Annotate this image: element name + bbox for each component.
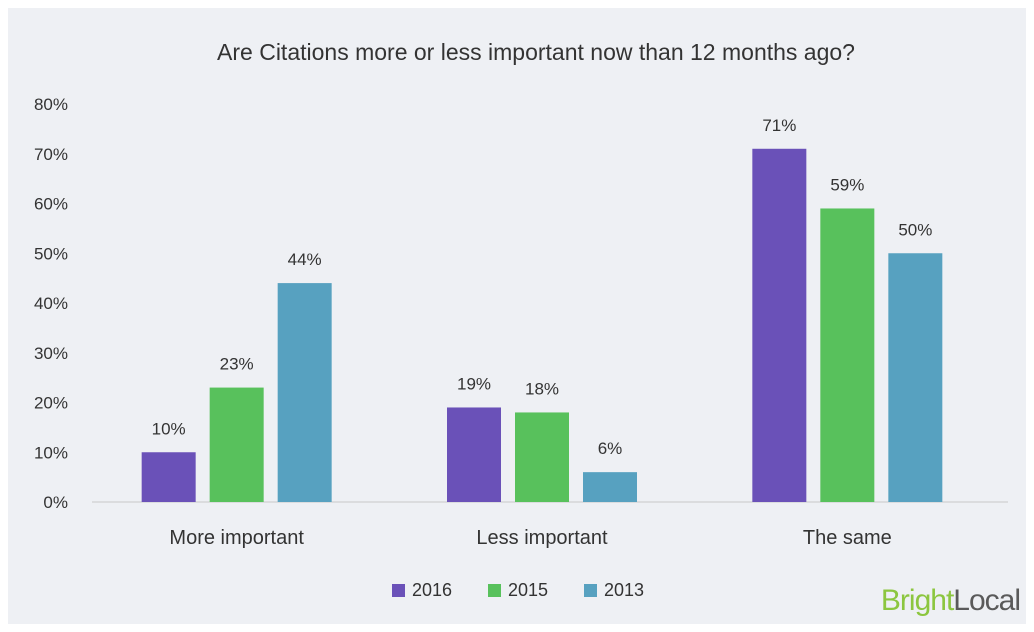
data-label: 10%: [152, 419, 186, 438]
chart-title: Are Citations more or less important now…: [217, 39, 855, 65]
data-label: 19%: [457, 374, 491, 393]
data-label: 59%: [830, 175, 864, 194]
legend-label-2016: 2016: [412, 580, 452, 600]
y-tick-label: 10%: [34, 443, 68, 462]
legend-swatch-2013: [584, 584, 597, 597]
chart-panel: Are Citations more or less important now…: [8, 8, 1026, 624]
bar-2016-1: [447, 407, 501, 502]
x-category-label: More important: [169, 527, 304, 549]
y-tick-label: 20%: [34, 394, 68, 413]
data-label: 71%: [762, 116, 796, 135]
brightlocal-logo: BrightLocal: [880, 584, 1021, 617]
y-tick-label: 40%: [34, 294, 68, 313]
y-tick-label: 30%: [34, 344, 68, 363]
legend-label-2013: 2013: [604, 580, 644, 600]
bar-2013-0: [277, 283, 332, 502]
data-label: 6%: [598, 439, 623, 458]
y-tick-label: 80%: [34, 95, 68, 114]
data-label: 23%: [220, 355, 254, 374]
bar-2013-1: [583, 472, 637, 502]
y-tick-label: 0%: [43, 493, 68, 512]
bar-2015-0: [209, 387, 264, 502]
legend-swatch-2015: [488, 584, 501, 597]
x-category-label: The same: [803, 527, 892, 549]
data-label: 18%: [525, 379, 559, 398]
bar-2016-0: [141, 452, 196, 502]
y-tick-label: 70%: [34, 145, 68, 164]
legend-label-2015: 2015: [508, 580, 548, 600]
bar-2013-2: [888, 253, 943, 502]
bar-chart: Are Citations more or less important now…: [34, 39, 1008, 600]
data-label: 44%: [288, 250, 322, 269]
bar-2016-2: [752, 148, 807, 502]
bar-2015-1: [515, 412, 569, 502]
bar-2015-2: [820, 208, 875, 502]
x-category-label: Less important: [476, 527, 608, 549]
y-tick-label: 60%: [34, 195, 68, 214]
legend-swatch-2016: [392, 584, 405, 597]
y-tick-label: 50%: [34, 244, 68, 263]
data-label: 50%: [898, 220, 932, 239]
